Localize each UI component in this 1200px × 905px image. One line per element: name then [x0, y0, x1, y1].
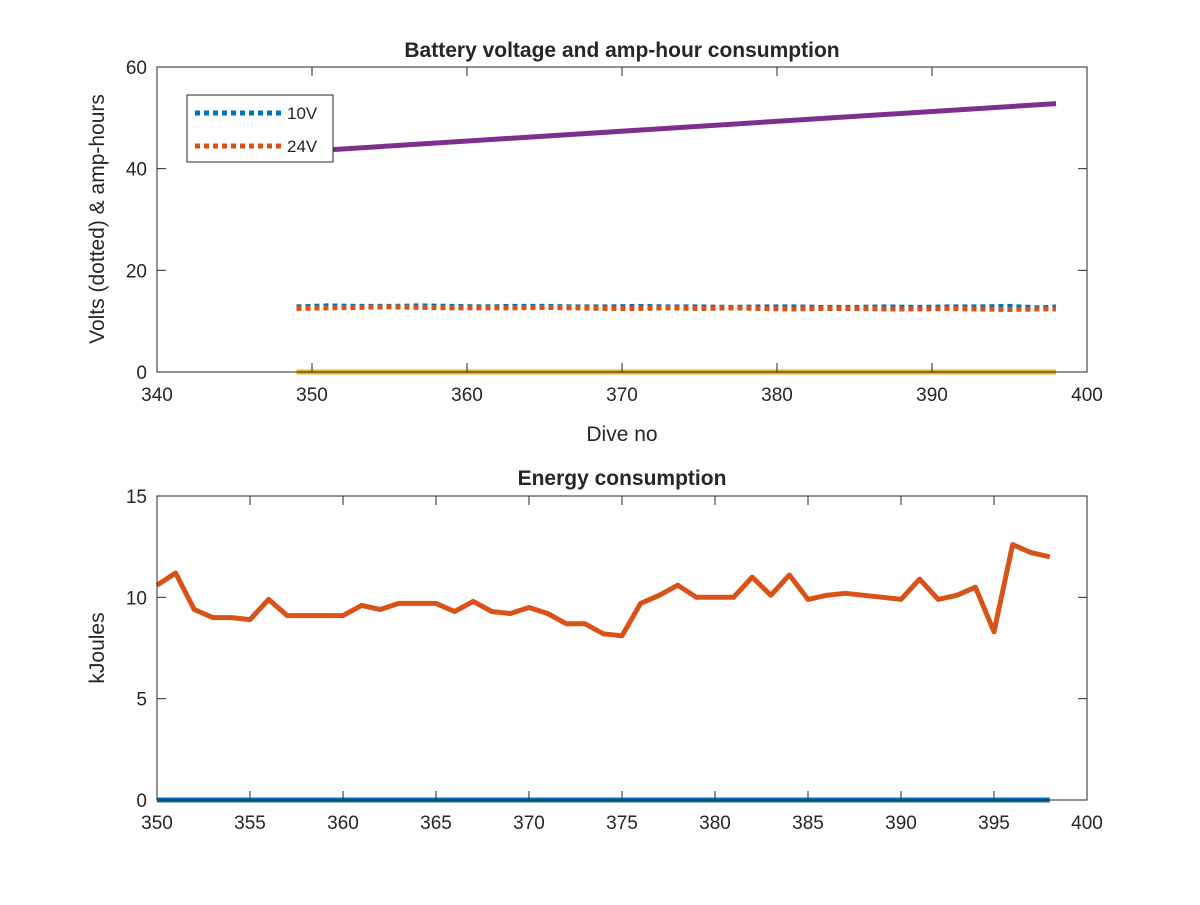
battery-x-tick-label: 400 — [1071, 385, 1103, 406]
energy-x-tick-label: 350 — [141, 813, 173, 834]
energy-x-tick-label: 370 — [513, 813, 545, 834]
energy-x-tick-label: 375 — [606, 813, 638, 834]
energy-x-tick-label: 380 — [699, 813, 731, 834]
battery-x-axis-label: Dive no — [586, 423, 657, 446]
energy-x-tick-label: 365 — [420, 813, 452, 834]
energy-y-axis-label: kJoules — [86, 612, 109, 683]
energy-x-tick-label: 360 — [327, 813, 359, 834]
battery-x-tick-label: 350 — [296, 385, 328, 406]
battery-chart-title: Battery voltage and amp-hour consumption — [404, 39, 839, 62]
battery-legend[interactable]: 10V 24V — [186, 94, 334, 163]
energy-y-tick-label: 0 — [136, 791, 147, 812]
energy-x-tick-label: 390 — [885, 813, 917, 834]
battery-x-tick-label: 360 — [451, 385, 483, 406]
energy-ticks: 350 355 360 365 370 375 380 385 390 395 400 0 5 10 15 — [126, 487, 1103, 834]
battery-y-tick-label: 20 — [126, 261, 147, 282]
legend-label-24v: 24V — [287, 137, 318, 156]
energy-x-tick-label: 400 — [1071, 813, 1103, 834]
subplot-battery: 340 350 360 370 380 390 400 0 20 40 60 Battery vol… — [86, 39, 1103, 446]
legend-label-10v: 10V — [287, 104, 318, 123]
battery-y-tick-label: 0 — [136, 363, 147, 384]
subplot-energy: 350 355 360 365 370 375 380 385 390 395 400051015 … — [86, 467, 1103, 834]
energy-y-tick-label: 15 — [126, 487, 147, 508]
energy-chart-title: Energy consumption — [518, 467, 727, 490]
energy-series-line-1 — [155, 542, 1051, 639]
energy-x-tick-label: 355 — [234, 813, 266, 834]
battery-x-tick-label: 340 — [141, 385, 173, 406]
energy-y-tick-label: 10 — [126, 588, 147, 609]
battery-x-tick-label: 390 — [916, 385, 948, 406]
battery-series-line-1 — [296, 304, 1056, 312]
battery-y-axis-label: Volts (dotted) & amp-hours — [86, 94, 109, 344]
energy-y-tick-label: 5 — [136, 690, 147, 711]
battery-y-tick-label: 60 — [126, 58, 147, 79]
battery-x-tick-label: 380 — [761, 385, 793, 406]
energy-x-tick-label: 395 — [978, 813, 1010, 834]
battery-ticks: 340 350 360 370 380 390 400 0 20 40 60 — [126, 58, 1103, 406]
battery-y-tick-label: 40 — [126, 160, 147, 181]
battery-x-tick-label: 370 — [606, 385, 638, 406]
legend-box — [186, 94, 334, 163]
battery-series-line-3 — [296, 101, 1057, 155]
energy-x-tick-label: 385 — [792, 813, 824, 834]
